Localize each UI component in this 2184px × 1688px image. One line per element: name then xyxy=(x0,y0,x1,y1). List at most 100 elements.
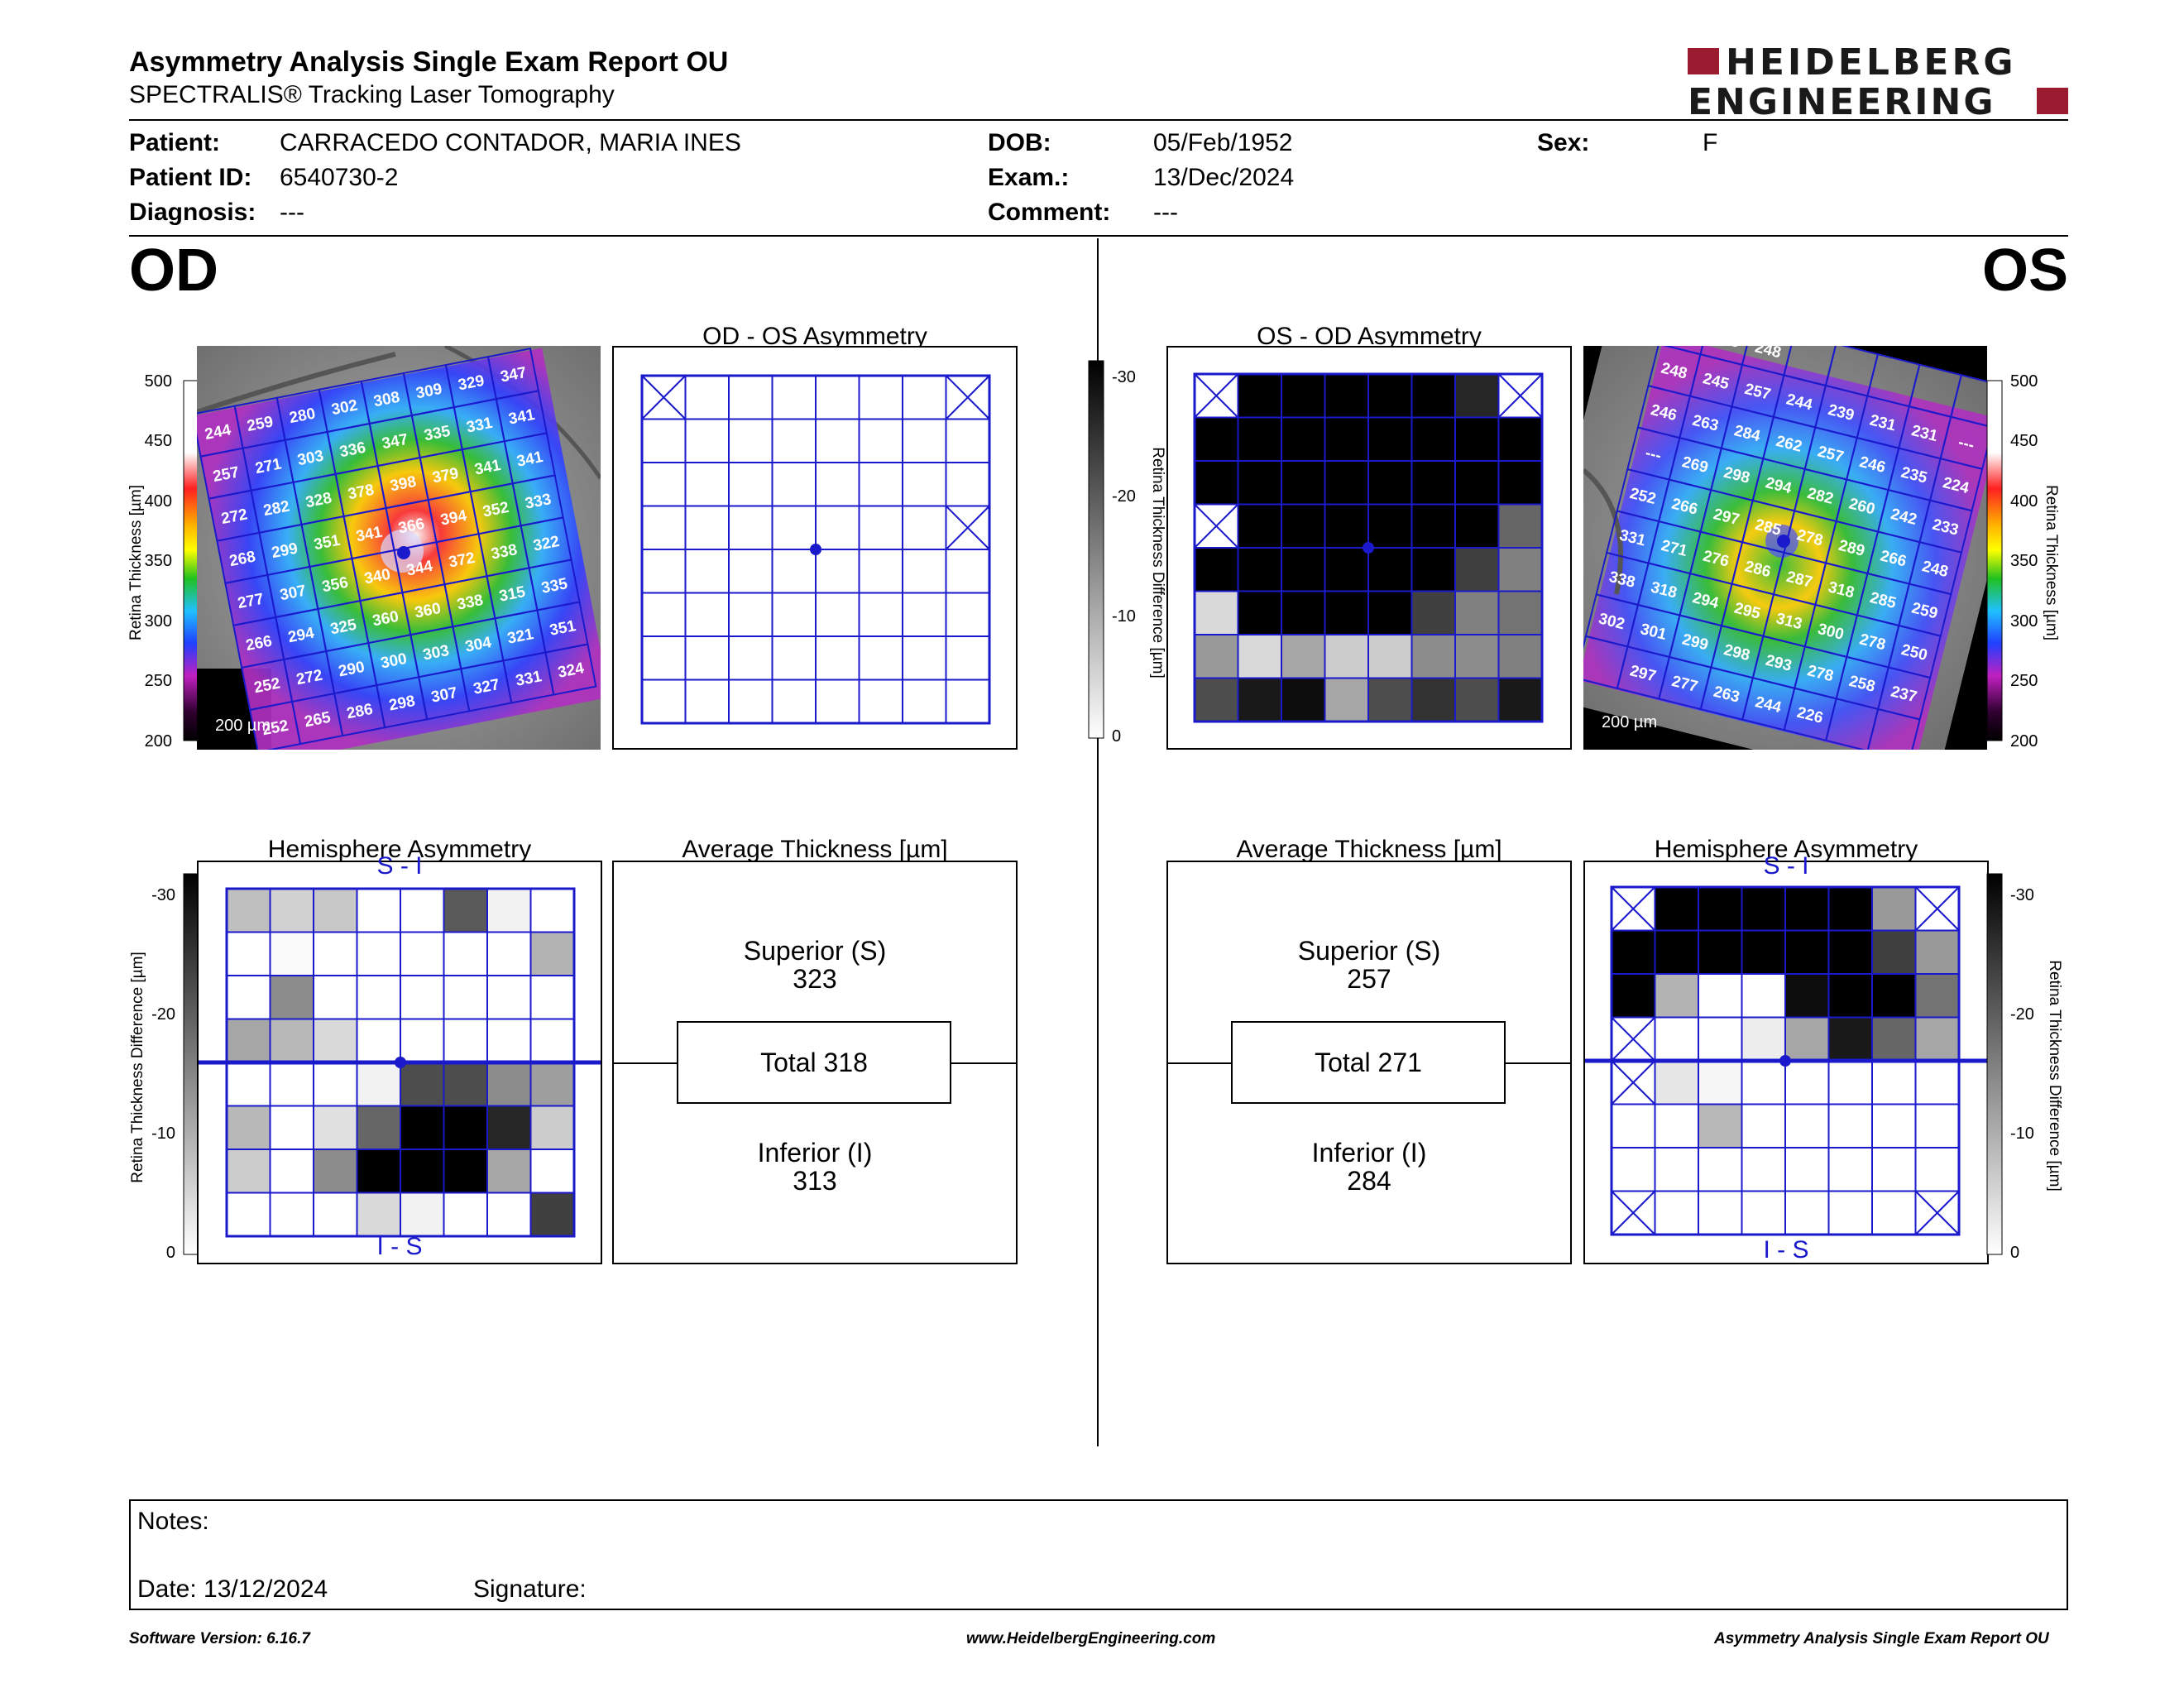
od-asym-cell xyxy=(771,505,817,550)
os-hemi-cell xyxy=(1698,1103,1743,1149)
od-thk-value: 308 xyxy=(372,389,401,411)
od-asym-cell xyxy=(641,592,687,637)
od-hemi-cell xyxy=(226,975,271,1020)
report-title: Asymmetry Analysis Single Exam Report OU xyxy=(129,46,729,78)
od-hemi-cell xyxy=(269,1149,314,1194)
od-asym-cell xyxy=(728,462,774,507)
os-hemi-cell xyxy=(1914,1016,1960,1062)
os-hemi-bottom-label: I - S xyxy=(1763,1236,1809,1264)
od-asym-cell xyxy=(684,635,730,681)
od-thk-value: 272 xyxy=(295,667,323,689)
od-thk-value: 398 xyxy=(389,473,418,496)
os-thk-value: 260 xyxy=(1847,495,1877,518)
os-asym-cell xyxy=(1454,503,1500,549)
os-asym-cell xyxy=(1194,460,1239,506)
od-diff-tick-0: 0 xyxy=(166,1244,175,1262)
os-thk-colorbar-label: Retina Thickness [µm] xyxy=(2043,485,2060,640)
od-asym-cell xyxy=(858,635,903,681)
od-asym-cell xyxy=(902,549,947,594)
os-hemi-cell xyxy=(1784,1147,1830,1192)
os-hemi-cell xyxy=(1654,1016,1699,1062)
os-hemi-cell xyxy=(1654,929,1699,975)
od-thk-value: 379 xyxy=(431,465,460,487)
os-thk-value: 302 xyxy=(1597,610,1626,633)
os-avg-title: Average Thickness [µm] xyxy=(1236,836,1502,863)
os-hemi-cell xyxy=(1611,1147,1656,1192)
heidelberg-logo: HEIDELBERG ENGINEERING xyxy=(1688,41,2068,123)
os-thk-value: 233 xyxy=(1931,516,1961,539)
os-asym-cell xyxy=(1497,547,1543,592)
od-asym-cell xyxy=(902,635,947,681)
od-hemi-cell xyxy=(529,975,575,1020)
od-asym-cell xyxy=(771,549,817,594)
os-hemi-excluded-mark xyxy=(1611,1060,1656,1105)
od-thk-value: 277 xyxy=(237,590,266,612)
od-hemi-cell xyxy=(443,1149,488,1194)
od-asym-cell xyxy=(641,635,687,681)
os-asym-cell xyxy=(1324,547,1369,592)
os-hemi-cell xyxy=(1654,1190,1699,1235)
od-thk-value: 331 xyxy=(515,668,544,690)
od-thk-colorbar-label: Retina Thickness [µm] xyxy=(127,485,145,640)
os-hemi-cell xyxy=(1827,886,1873,932)
os-asym-grid xyxy=(1193,372,1544,723)
os-thk-value: 318 xyxy=(1827,578,1856,602)
header-divider xyxy=(129,119,2068,121)
od-thickness-map: 244 259 280 302 308 309 329 347 257 271 303 336 347 3… xyxy=(197,346,601,750)
os-hemi-tick-neg20: -20 xyxy=(2010,1005,2034,1024)
os-total-value: Total 271 xyxy=(1315,1048,1422,1077)
od-thk-tick-400: 400 xyxy=(145,492,172,511)
od-thk-tick-300: 300 xyxy=(145,612,172,631)
os-asym-cell xyxy=(1237,547,1282,592)
os-thk-value: 289 xyxy=(1837,537,1866,560)
os-hemi-cell xyxy=(1611,929,1656,975)
os-diff-tick-neg20: -20 xyxy=(1112,487,1136,506)
os-thk-value: --- xyxy=(1956,434,1976,454)
os-thk-value: 286 xyxy=(1743,558,1773,581)
od-thk-value: 307 xyxy=(279,583,308,605)
os-thk-value: 224 xyxy=(1941,474,1971,497)
os-hemi-cell xyxy=(1784,1103,1830,1149)
od-thk-value: 360 xyxy=(414,600,443,622)
os-hemi-cell xyxy=(1654,1060,1699,1105)
os-thk-value: 313 xyxy=(1774,610,1804,633)
od-hemi-cell xyxy=(226,1062,271,1107)
os-thk-value: 297 xyxy=(1628,662,1658,685)
od-hemi-cell xyxy=(443,1018,488,1063)
od-thickness-grid: 244 259 280 302 308 309 329 347 257 271 303 336 347 3… xyxy=(197,348,597,750)
os-asym-cell xyxy=(1410,547,1456,592)
od-hemi-cell xyxy=(226,931,271,976)
os-asym-cell xyxy=(1497,460,1543,506)
os-hemi-excluded-mark xyxy=(1611,886,1656,932)
od-asym-cell xyxy=(641,679,687,724)
od-asym-cell xyxy=(684,505,730,550)
os-asym-cell xyxy=(1410,503,1456,549)
od-hemi-cell xyxy=(356,1062,401,1107)
os-hemi-cell xyxy=(1871,929,1917,975)
od-thk-value: 268 xyxy=(228,548,257,570)
od-hemi-cell xyxy=(443,975,488,1020)
od-thk-value: 356 xyxy=(321,574,350,597)
od-thk-value: 378 xyxy=(347,482,376,504)
os-asym-cell xyxy=(1324,503,1369,549)
os-asym-title: OS - OD Asymmetry xyxy=(1257,323,1482,350)
notes-box[interactable]: Notes: Date: 13/12/2024 Signature: xyxy=(129,1499,2068,1610)
od-hemi-cell xyxy=(313,1192,358,1237)
od-inferior-label: Inferior (I) xyxy=(757,1138,873,1168)
os-thk-tick-500: 500 xyxy=(2010,372,2038,391)
od-thk-value: 290 xyxy=(337,659,366,681)
os-asym-cell xyxy=(1324,590,1369,635)
od-thk-value: 321 xyxy=(506,626,536,648)
os-hemi-panel: S - I I - S xyxy=(1583,852,1990,1264)
os-asym-cell xyxy=(1281,677,1326,722)
od-asym-cell xyxy=(684,418,730,463)
os-thk-value: 299 xyxy=(1680,631,1710,655)
footer-website[interactable]: www.HeidelbergEngineering.com xyxy=(966,1630,1216,1647)
os-asym-fovea-dot xyxy=(1363,542,1374,554)
od-asym-cell xyxy=(858,375,903,420)
os-thk-value: 294 xyxy=(1691,589,1721,612)
os-superior-label: Superior (S) xyxy=(1297,936,1441,966)
os-hemi-cell xyxy=(1654,886,1699,932)
od-hemi-cell xyxy=(529,1149,575,1194)
os-thk-value: 246 xyxy=(1857,453,1887,477)
